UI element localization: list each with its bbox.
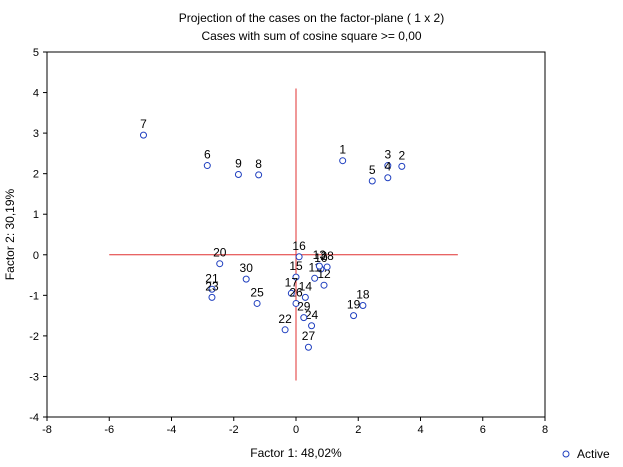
data-point <box>242 275 250 283</box>
data-point <box>208 293 216 301</box>
x-tick-label: -4 <box>167 424 177 436</box>
data-point <box>384 174 392 182</box>
x-tick-label: -8 <box>42 424 52 436</box>
x-tick-label: 6 <box>480 424 486 436</box>
point-label: 25 <box>250 285 264 299</box>
point-label: 12 <box>317 267 331 281</box>
point-label: 29 <box>297 300 311 314</box>
point-label: 3 <box>384 148 391 162</box>
data-point <box>304 343 312 351</box>
data-point <box>216 260 224 268</box>
data-point <box>398 162 406 170</box>
point-label: 27 <box>302 329 316 343</box>
point-label: 26 <box>289 285 303 299</box>
data-point <box>323 263 331 271</box>
point-label: 6 <box>204 148 211 162</box>
data-point <box>281 326 289 334</box>
legend-marker <box>562 450 570 458</box>
point-label: 24 <box>305 308 319 322</box>
point-label: 7 <box>140 117 147 131</box>
x-tick-label: -6 <box>104 424 114 436</box>
y-tick-label: 2 <box>33 169 39 181</box>
point-label: 16 <box>292 239 306 253</box>
data-point <box>300 314 308 322</box>
data-point <box>301 293 309 301</box>
data-point <box>234 170 242 178</box>
data-point <box>255 171 263 179</box>
x-tick-label: 2 <box>355 424 361 436</box>
data-point <box>311 274 319 282</box>
data-point <box>139 131 147 139</box>
x-tick-label: 0 <box>293 424 299 436</box>
data-point <box>292 299 300 307</box>
x-axis-label: Factor 1: 48,02% <box>250 446 342 460</box>
legend-label: Active <box>577 447 610 461</box>
point-label: 2 <box>398 148 405 162</box>
y-axis-label: Factor 2: 30,19% <box>3 188 17 280</box>
chart-subtitle: Cases with sum of cosine square >= 0,00 <box>201 29 422 43</box>
point-label: 22 <box>278 312 292 326</box>
data-point <box>287 289 295 297</box>
point-label: 10 <box>314 251 328 265</box>
data-point <box>359 301 367 309</box>
x-tick-label: 4 <box>417 424 423 436</box>
point-label: 19 <box>347 298 361 312</box>
point-label: 18 <box>356 287 370 301</box>
point-label: 28 <box>320 249 334 263</box>
point-label: 4 <box>384 160 391 174</box>
y-tick-label: -1 <box>29 290 39 302</box>
x-tick-label: 8 <box>542 424 548 436</box>
point-label: 5 <box>369 163 376 177</box>
point-label: 14 <box>299 279 313 293</box>
point-label: 20 <box>213 246 227 260</box>
chart-title: Projection of the cases on the factor-pl… <box>178 11 445 25</box>
point-label: 8 <box>255 157 262 171</box>
data-point <box>339 157 347 165</box>
point-label: 1 <box>339 143 346 157</box>
data-point <box>208 285 216 293</box>
data-point <box>308 322 316 330</box>
y-tick-label: 4 <box>33 88 39 100</box>
data-point <box>292 273 300 281</box>
y-tick-label: 5 <box>33 47 39 59</box>
point-label: 17 <box>285 275 299 289</box>
data-point <box>253 299 261 307</box>
point-label: 23 <box>205 279 219 293</box>
data-point <box>295 253 303 261</box>
y-tick-label: 1 <box>33 209 39 221</box>
data-point <box>384 162 392 170</box>
point-label: 21 <box>205 271 219 285</box>
y-tick-label: 3 <box>33 128 39 140</box>
data-point <box>320 281 328 289</box>
data-point <box>315 262 323 270</box>
point-label: 15 <box>289 259 303 273</box>
y-tick-label: 0 <box>33 250 39 262</box>
y-tick-label: -2 <box>29 331 39 343</box>
x-tick-label: -2 <box>229 424 239 436</box>
point-label: 30 <box>240 261 254 275</box>
point-label: 9 <box>235 156 242 170</box>
y-tick-label: -3 <box>29 371 39 383</box>
y-tick-label: -4 <box>29 412 39 424</box>
data-point <box>203 162 211 170</box>
data-point <box>350 312 358 320</box>
point-label: 13 <box>313 248 327 262</box>
data-point <box>368 177 376 185</box>
